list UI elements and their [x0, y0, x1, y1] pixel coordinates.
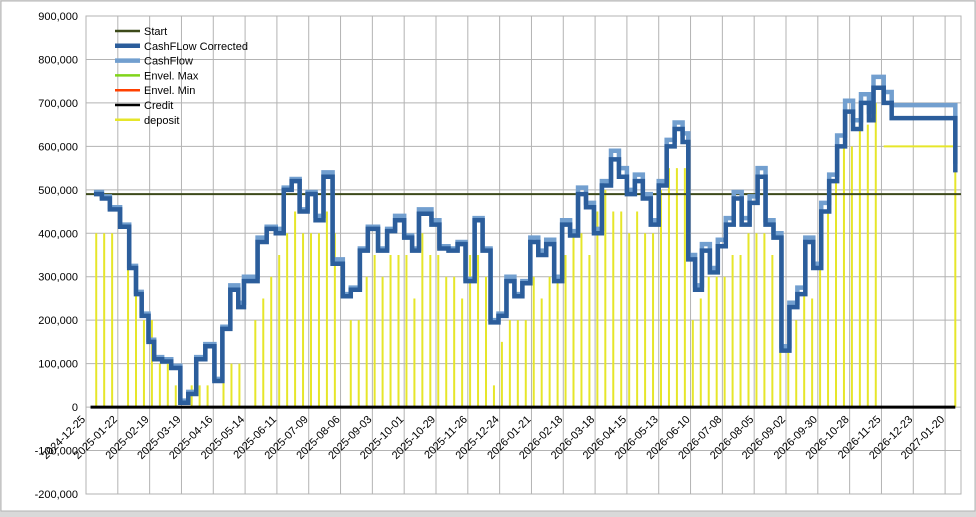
legend-label-credit: Credit — [144, 100, 173, 112]
y-tick-label: 400,000 — [38, 228, 78, 240]
legend-label-start: Start — [144, 26, 167, 38]
y-axis-tick-labels: -200,000 -100,000 0 100,000 200,000 300,000 40… — [35, 11, 78, 501]
y-tick-label: 200,000 — [38, 315, 78, 327]
y-tick-label: 600,000 — [38, 141, 78, 153]
y-tick-label: 0 — [72, 402, 78, 414]
y-tick-label: 500,000 — [38, 185, 78, 197]
y-tick-label: 700,000 — [38, 98, 78, 110]
series-line-cashflow-corrected — [93, 85, 958, 405]
deposit-bars — [95, 102, 957, 408]
legend-label-cashflow-corrected: CashFLow Corrected — [144, 41, 248, 53]
y-tick-label: -100,000 — [35, 446, 78, 458]
series-lines — [86, 74, 961, 409]
legend-label-deposit: deposit — [144, 115, 179, 127]
y-tick-label: -200,000 — [35, 489, 78, 501]
legend-label-cashflow: CashFlow — [144, 56, 193, 68]
legend-label-envel-min: Envel. Min — [144, 85, 195, 97]
legend: Start CashFLow Corrected CashFlow Envel. Ma… — [115, 26, 248, 127]
y-tick-label: 300,000 — [38, 272, 78, 284]
y-tick-label: 800,000 — [38, 54, 78, 66]
legend-label-envel-max: Envel. Max — [144, 70, 199, 82]
y-tick-label: 900,000 — [38, 11, 78, 23]
y-tick-label: 100,000 — [38, 359, 78, 371]
